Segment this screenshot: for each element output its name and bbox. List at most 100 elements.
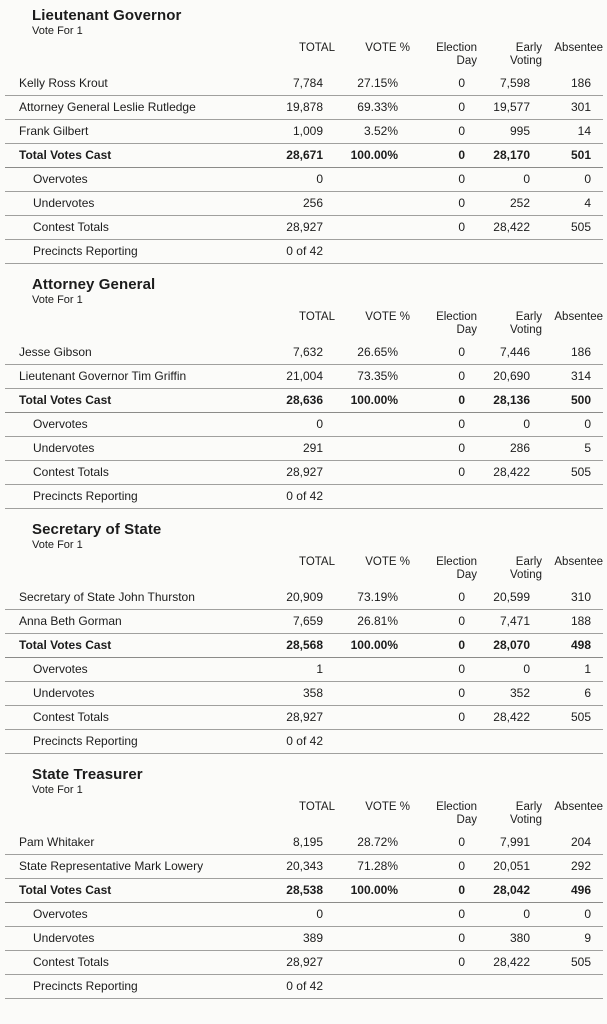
- cell-total: 0 of 42: [272, 484, 335, 509]
- contest-title: Lieutenant Governor: [32, 7, 182, 24]
- col-header-early-voting-line1: Early: [515, 801, 542, 813]
- cell-early-voting: 0: [477, 167, 542, 192]
- cell-vote-pct: [335, 681, 410, 706]
- cell-absentee: 4: [542, 191, 603, 216]
- col-header-absentee: Absentee: [542, 556, 603, 586]
- cell-vote-pct: [335, 974, 410, 999]
- col-header-election-day-line2: Day: [456, 324, 477, 336]
- cell-total: 28,636: [272, 388, 335, 413]
- cell-election-day: 0: [410, 586, 477, 610]
- cell-early-voting: 28,170: [477, 143, 542, 168]
- cell-election-day: 0: [410, 436, 477, 461]
- cell-total: 358: [272, 681, 335, 706]
- cell-total: 256: [272, 191, 335, 216]
- contest-section: Attorney General Vote For 1 TOTAL VOTE: [5, 276, 603, 509]
- cell-vote-pct: [335, 657, 410, 682]
- results-table-body: Jesse Gibson 7,632 26.65% 0 7,446 186 Lieutena…: [5, 341, 603, 509]
- stat-row: Precincts Reporting 0 of 42: [5, 484, 603, 509]
- col-header-absentee-label: Absentee: [554, 311, 603, 323]
- col-header-contestant: [5, 801, 272, 831]
- row-label: Contest Totals: [5, 705, 272, 730]
- col-header-total: TOTAL: [272, 556, 335, 586]
- stat-row: Precincts Reporting 0 of 42: [5, 239, 603, 264]
- total-votes-row: Total Votes Cast 28,636 100.00% 0 28,136 500: [5, 388, 603, 413]
- cell-absentee: 501: [542, 143, 603, 168]
- cell-vote-pct: [335, 484, 410, 509]
- contest-section: State Treasurer Vote For 1 TOTAL VOTE %: [5, 766, 603, 999]
- col-header-vote-pct: VOTE %: [335, 311, 410, 341]
- cell-absentee: 0: [542, 167, 603, 192]
- cell-total: 20,909: [272, 586, 335, 610]
- col-header-election-day: Election Day: [410, 556, 477, 586]
- results-table: TOTAL VOTE % Election Day Early Voting A: [5, 42, 603, 264]
- col-header-total: TOTAL: [272, 42, 335, 72]
- cell-vote-pct: 69.33%: [335, 95, 410, 120]
- cell-election-day: 0: [410, 609, 477, 634]
- cell-absentee: [542, 729, 603, 754]
- cell-absentee: 498: [542, 633, 603, 658]
- candidate-row: Kelly Ross Krout 7,784 27.15% 0 7,598 186: [5, 72, 603, 96]
- candidate-row: Anna Beth Gorman 7,659 26.81% 0 7,471 188: [5, 609, 603, 634]
- cell-vote-pct: 100.00%: [335, 143, 410, 168]
- cell-vote-pct: [335, 705, 410, 730]
- results-table-body: Secretary of State John Thurston 20,909 73…: [5, 586, 603, 754]
- table-header-row: TOTAL VOTE % Election Day Early Voting A: [5, 556, 603, 586]
- cell-early-voting: 995: [477, 119, 542, 144]
- cell-vote-pct: 100.00%: [335, 388, 410, 413]
- candidate-row: Secretary of State John Thurston 20,909 73…: [5, 586, 603, 610]
- cell-absentee: 0: [542, 412, 603, 437]
- col-header-election-day-line2: Day: [456, 569, 477, 581]
- col-header-early-voting: Early Voting: [477, 42, 542, 72]
- cell-absentee: 301: [542, 95, 603, 120]
- cell-total: 0 of 42: [272, 729, 335, 754]
- col-header-election-day: Election Day: [410, 311, 477, 341]
- cell-vote-pct: 100.00%: [335, 878, 410, 903]
- stat-row: Contest Totals 28,927 0 28,422 505: [5, 950, 603, 975]
- cell-total: 20,343: [272, 854, 335, 879]
- row-label: Contest Totals: [5, 950, 272, 975]
- cell-early-voting: [477, 974, 542, 999]
- col-header-vote-pct: VOTE %: [335, 556, 410, 586]
- col-header-total: TOTAL: [272, 801, 335, 831]
- total-votes-row: Total Votes Cast 28,568 100.00% 0 28,070 498: [5, 633, 603, 658]
- cell-early-voting: 0: [477, 902, 542, 927]
- col-header-election-day-line1: Election: [436, 311, 477, 323]
- cell-election-day: 0: [410, 341, 477, 365]
- vote-for-label: Vote For 1: [32, 539, 83, 551]
- cell-vote-pct: [335, 239, 410, 264]
- cell-absentee: 505: [542, 215, 603, 240]
- cell-total: 28,927: [272, 460, 335, 485]
- candidate-row: State Representative Mark Lowery 20,343 71…: [5, 854, 603, 879]
- cell-absentee: [542, 484, 603, 509]
- cell-total: 291: [272, 436, 335, 461]
- row-label: Frank Gilbert: [5, 119, 272, 144]
- cell-vote-pct: [335, 926, 410, 951]
- cell-absentee: 0: [542, 902, 603, 927]
- cell-vote-pct: 26.81%: [335, 609, 410, 634]
- stat-row: Contest Totals 28,927 0 28,422 505: [5, 215, 603, 240]
- cell-vote-pct: 73.19%: [335, 586, 410, 610]
- col-header-election-day: Election Day: [410, 801, 477, 831]
- cell-election-day: [410, 484, 477, 509]
- cell-early-voting: 28,422: [477, 705, 542, 730]
- cell-election-day: 0: [410, 167, 477, 192]
- col-header-election-day-line1: Election: [436, 801, 477, 813]
- cell-total: 28,927: [272, 215, 335, 240]
- cell-vote-pct: 71.28%: [335, 854, 410, 879]
- cell-absentee: 496: [542, 878, 603, 903]
- row-label: Anna Beth Gorman: [5, 609, 272, 634]
- cell-absentee: 500: [542, 388, 603, 413]
- contest-section: Secretary of State Vote For 1 TOTAL VOT: [5, 521, 603, 754]
- col-header-absentee: Absentee: [542, 42, 603, 72]
- row-label: Total Votes Cast: [5, 143, 272, 168]
- row-label: Precincts Reporting: [5, 729, 272, 754]
- cell-early-voting: 28,422: [477, 460, 542, 485]
- col-header-early-voting-line1: Early: [515, 311, 542, 323]
- cell-vote-pct: [335, 191, 410, 216]
- col-header-absentee-label: Absentee: [554, 42, 603, 54]
- col-header-early-voting: Early Voting: [477, 801, 542, 831]
- cell-early-voting: 20,051: [477, 854, 542, 879]
- col-header-early-voting-line1: Early: [515, 556, 542, 568]
- row-label: Attorney General Leslie Rutledge: [5, 95, 272, 120]
- cell-election-day: [410, 974, 477, 999]
